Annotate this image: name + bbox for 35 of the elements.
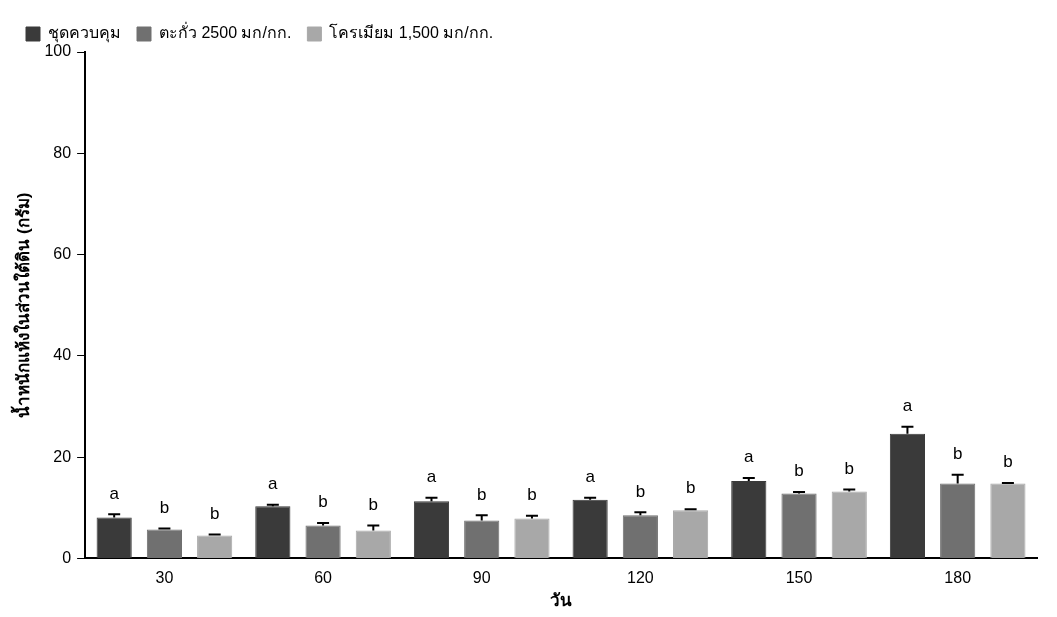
x-tick-label: 90 <box>472 569 491 587</box>
data-label: a <box>585 466 596 486</box>
y-tick-label: 100 <box>44 42 72 60</box>
y-tick-label: 80 <box>53 143 72 161</box>
x-tick-label: 150 <box>785 569 813 587</box>
data-label: b <box>476 484 487 504</box>
data-label: a <box>109 483 120 503</box>
data-label: b <box>952 444 963 464</box>
y-tick-label: 0 <box>62 548 72 566</box>
data-label: a <box>268 473 279 493</box>
y-axis-title: น้ำหนักแห้งในส่วนใต้ดิน (กรัม) <box>9 192 33 418</box>
x-tick-label: 60 <box>314 569 333 587</box>
data-label: b <box>318 492 328 512</box>
y-tick-label: 20 <box>53 447 72 465</box>
y-tick-label: 40 <box>53 346 72 364</box>
data-label: b <box>527 485 537 505</box>
x-axis-title: วัน <box>550 591 573 611</box>
data-label: a <box>426 466 437 486</box>
data-label: b <box>159 497 170 517</box>
data-label: b <box>1003 452 1013 472</box>
data-label: a <box>902 395 913 415</box>
legend-label: โครเมียม 1,500 มก/กก. <box>329 23 494 42</box>
data-label: b <box>794 461 804 481</box>
data-label: b <box>635 481 646 501</box>
legend-label: ชุดควบคุม <box>48 24 121 44</box>
x-tick-label: 30 <box>155 569 174 587</box>
legend-label: ตะกั่ว 2500 มก/กก. <box>159 21 292 42</box>
data-label: a <box>744 447 755 467</box>
x-tick-label: 120 <box>627 569 654 587</box>
data-label: b <box>368 494 379 514</box>
data-label: b <box>844 458 854 478</box>
y-tick-label: 60 <box>53 244 72 262</box>
x-tick-label: 180 <box>944 569 972 587</box>
data-label: b <box>685 478 696 498</box>
data-label: b <box>209 503 220 523</box>
